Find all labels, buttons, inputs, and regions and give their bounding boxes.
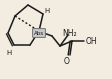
Text: H: H [44,8,49,14]
Text: H: H [6,50,12,56]
Text: Abs: Abs [34,31,44,36]
Text: O: O [64,58,69,67]
FancyBboxPatch shape [32,29,45,37]
Text: OH: OH [85,38,97,47]
Text: NH₂: NH₂ [62,29,77,38]
